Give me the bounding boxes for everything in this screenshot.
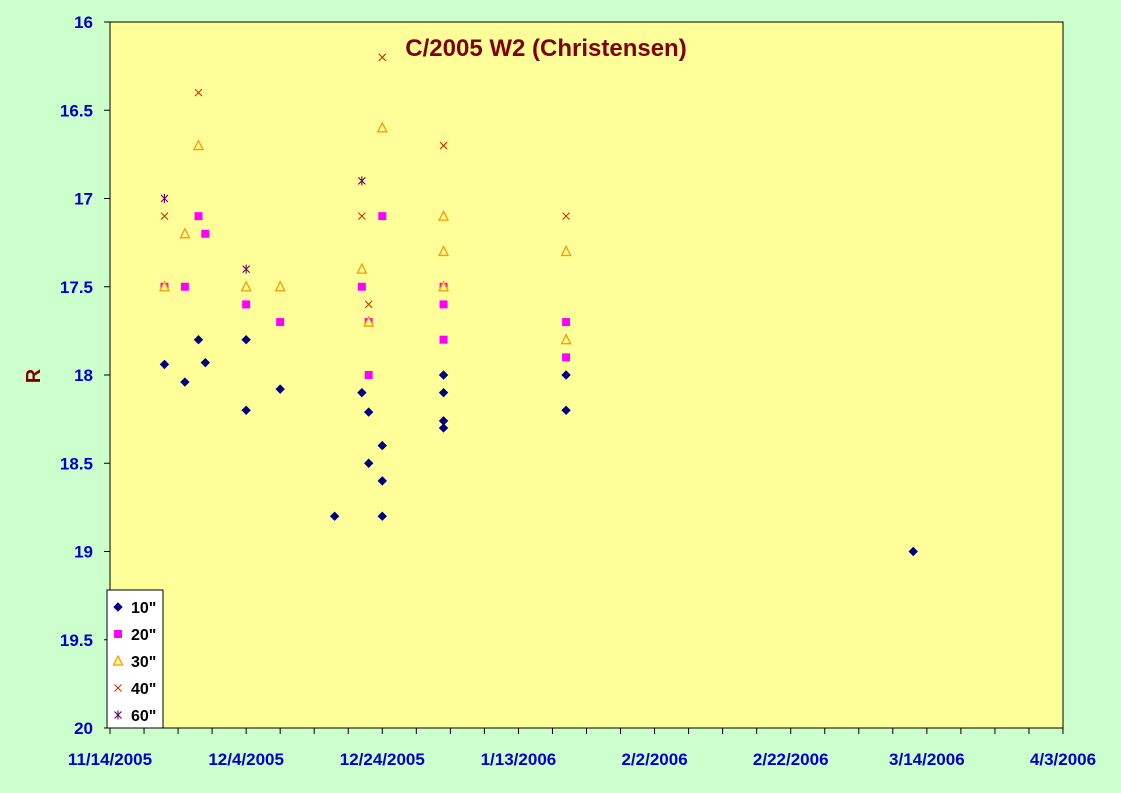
data-point — [377, 440, 387, 451]
data-point — [193, 334, 204, 345]
legend-label: 30" — [131, 654, 156, 671]
data-point — [439, 141, 448, 150]
data-point — [363, 407, 374, 417]
data-point — [376, 121, 388, 133]
data-point — [378, 53, 387, 62]
data-point — [179, 227, 191, 239]
data-point — [562, 353, 571, 362]
data-point — [192, 139, 205, 151]
y-tick-label: 16 — [74, 13, 93, 32]
data-point — [357, 387, 367, 398]
data-point — [160, 212, 169, 221]
data-point — [329, 511, 340, 521]
data-point — [562, 212, 570, 221]
data-point — [439, 335, 448, 344]
y-tick-label: 17.5 — [60, 278, 93, 297]
data-point — [378, 212, 387, 221]
y-tick-label: 19 — [74, 543, 93, 562]
x-tick-label: 4/3/2006 — [1030, 750, 1096, 769]
data-point — [242, 300, 251, 309]
legend-label: 40" — [131, 681, 156, 698]
data-point — [562, 318, 571, 327]
legend-marker — [114, 710, 122, 720]
y-tick-label: 20 — [74, 719, 93, 738]
y-tick-label: 17 — [74, 190, 93, 209]
legend-marker — [114, 684, 122, 692]
series-diamond — [159, 334, 918, 557]
data-point — [364, 300, 373, 309]
chart-title: C/2005 W2 (Christensen) — [405, 35, 686, 62]
plot-area — [109, 21, 1064, 729]
data-point — [560, 333, 572, 345]
data-points — [158, 53, 918, 557]
legend-label: 10" — [131, 600, 156, 617]
series-triangle — [158, 121, 572, 345]
y-tick-label: 16.5 — [60, 101, 93, 120]
x-tick-label: 1/13/2006 — [481, 750, 557, 769]
series-x — [160, 53, 570, 309]
data-point — [356, 262, 368, 274]
data-point — [561, 370, 571, 380]
y-tick-label: 19.5 — [60, 631, 93, 650]
data-point — [438, 370, 449, 380]
x-tick-label: 2/22/2006 — [753, 750, 829, 769]
data-point — [241, 334, 251, 345]
data-point — [437, 280, 450, 292]
data-point — [437, 244, 450, 257]
data-point — [438, 423, 449, 433]
data-point — [159, 359, 170, 370]
data-point — [364, 371, 373, 379]
legend-label: 20" — [131, 627, 156, 644]
data-point — [194, 88, 203, 97]
data-point — [560, 244, 572, 257]
data-point — [438, 387, 449, 398]
legend: 10" 20" 30" 40" 60" — [106, 589, 164, 729]
data-point — [561, 405, 571, 416]
data-point — [377, 476, 387, 486]
data-point — [242, 264, 251, 274]
data-point — [241, 405, 251, 416]
legend-marker — [114, 630, 122, 638]
data-point — [357, 176, 366, 186]
y-tick-label: 18 — [74, 366, 93, 385]
series-star — [160, 176, 366, 274]
data-point — [274, 280, 286, 292]
data-point — [180, 377, 190, 387]
data-point — [160, 194, 169, 203]
data-point — [439, 300, 448, 309]
axes: 16 16.5 17 17.5 18 18.5 19 19.5 20 11/14/2005 12/4… — [60, 13, 1096, 769]
data-point — [275, 384, 285, 394]
legend-label: 60" — [131, 708, 156, 725]
data-point — [377, 511, 387, 521]
data-point — [437, 209, 450, 221]
data-point — [180, 282, 189, 291]
y-axis-label: R — [23, 368, 45, 383]
x-tick-label: 11/14/2005 — [68, 750, 152, 769]
data-point — [276, 318, 285, 327]
legend-marker — [112, 654, 124, 666]
data-point — [194, 212, 203, 221]
data-point — [357, 282, 366, 291]
data-point — [357, 212, 366, 221]
x-tick-label: 12/4/2005 — [208, 750, 284, 769]
data-point — [363, 315, 375, 327]
data-point — [158, 280, 171, 292]
data-point — [201, 229, 210, 238]
data-point — [240, 280, 252, 292]
x-tick-label: 12/24/2005 — [340, 750, 425, 769]
data-point — [363, 458, 374, 468]
legend-marker — [113, 602, 123, 612]
y-tick-label: 18.5 — [60, 454, 93, 473]
x-tick-label: 3/14/2006 — [889, 750, 965, 769]
data-point — [200, 357, 211, 368]
x-tick-label: 2/2/2006 — [621, 750, 687, 769]
data-point — [908, 546, 918, 557]
